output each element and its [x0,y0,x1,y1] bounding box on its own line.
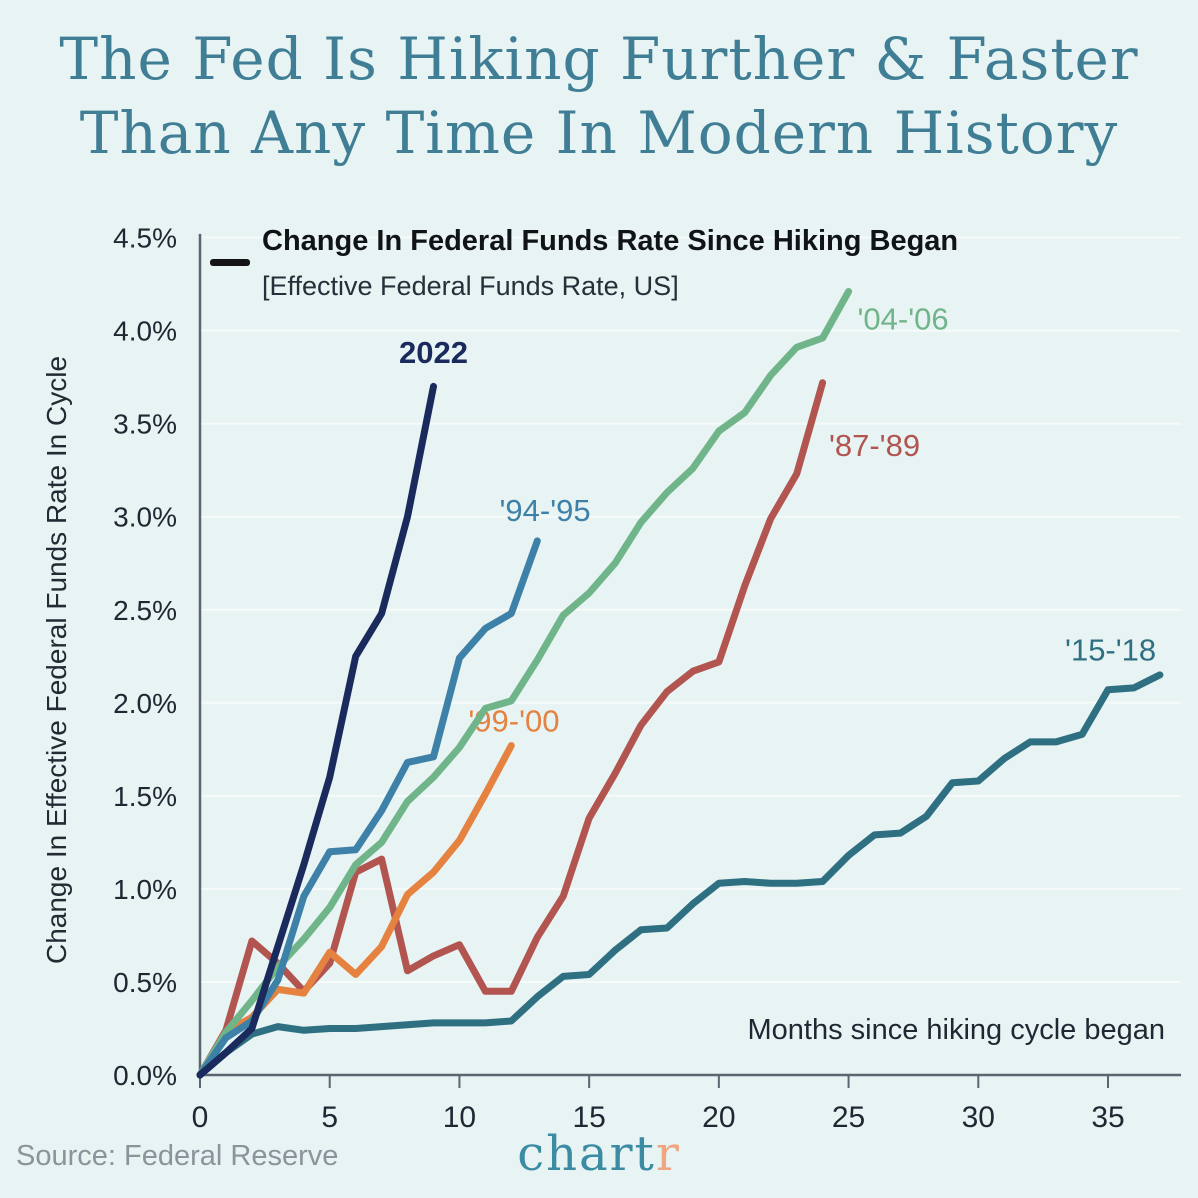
legend-subtitle: [Effective Federal Funds Rate, US] [262,271,679,301]
chartr-logo-main: chart [517,1126,656,1182]
legend-title: Change In Federal Funds Rate Since Hikin… [262,225,959,257]
x-tick-label: 35 [1091,1101,1124,1134]
y-tick-label: 3.0% [113,502,177,533]
y-tick-label: 0.0% [113,1060,177,1091]
series-line-'94-'95 [196,537,541,1079]
chartr-logo-accent: r [655,1126,681,1182]
y-axis-title: Change In Effective Federal Funds Rate I… [41,355,72,965]
y-tick-label: 3.5% [113,409,177,440]
series-label-'87-'89: '87-'89 [829,428,920,463]
y-tick-label: 2.0% [113,688,177,719]
x-tick-label: 0 [192,1101,209,1134]
page-title: The Fed Is Hiking Further & Faster Than … [0,22,1198,170]
y-tick-label: 2.5% [113,595,177,626]
series-label-'04-'06: '04-'06 [857,301,948,336]
y-tick-label: 1.5% [113,781,177,812]
x-tick-label: 10 [443,1101,476,1134]
series-label-'94-'95: '94-'95 [499,493,590,528]
series-label-'15-'18: '15-'18 [1065,633,1156,668]
y-tick-label: 0.5% [113,967,177,998]
x-tick-label: 25 [832,1101,865,1134]
series-line-'15-'18 [196,671,1164,1079]
series-line-2022 [196,382,437,1079]
series-label-2022: 2022 [399,335,468,370]
legend-line-swatch [210,259,250,266]
y-tick-label: 4.5% [113,223,177,254]
title-line-2: Than Any Time In Modern History [79,99,1119,168]
x-axis-caption: Months since hiking cycle began [747,1014,1165,1046]
source-note: Source: Federal Reserve [16,1140,339,1172]
x-tick-label: 15 [572,1101,605,1134]
x-tick-label: 20 [702,1101,735,1134]
y-tick-label: 4.0% [113,316,177,347]
chartr-logo: chartr [517,1126,681,1182]
y-tick-label: 1.0% [113,874,177,905]
title-line-1: The Fed Is Hiking Further & Faster [59,25,1139,93]
x-tick-label: 5 [321,1101,338,1134]
series-line-'04-'06 [196,288,853,1079]
x-tick-label: 30 [962,1101,995,1134]
